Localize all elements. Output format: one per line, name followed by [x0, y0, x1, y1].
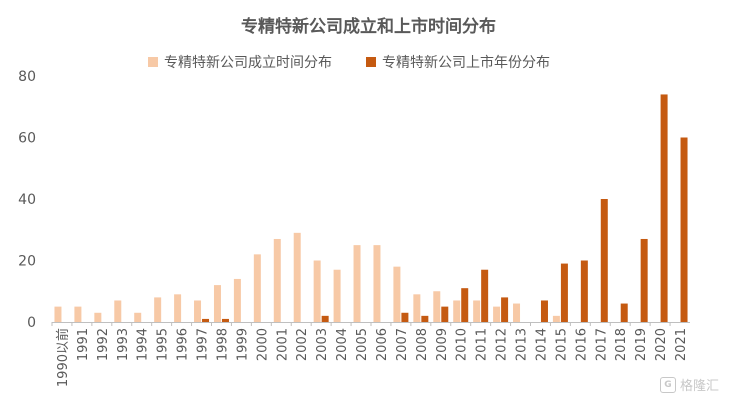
y-tick-label: 40 — [18, 192, 36, 208]
bar-listing — [501, 297, 509, 322]
bar-listing — [680, 137, 688, 322]
legend-item-listing: 专精特新公司上市年份分布 — [366, 52, 550, 72]
bar-founding — [293, 232, 301, 322]
bar-founding — [74, 306, 82, 322]
x-tick-label: 1990以前 — [55, 328, 71, 387]
x-tick-label: 2005 — [355, 328, 370, 361]
bar-founding — [552, 315, 560, 322]
x-tick-label: 2020 — [654, 328, 669, 361]
bar-listing — [401, 312, 409, 322]
x-tick-label: 2015 — [554, 328, 569, 361]
bar-founding — [433, 291, 441, 322]
bar-founding — [373, 245, 381, 322]
y-tick-label: 20 — [18, 254, 36, 270]
x-tick-label: 2016 — [574, 328, 589, 361]
bar-listing — [441, 306, 449, 322]
watermark: G 格隆汇 — [660, 375, 719, 394]
bar-founding — [333, 269, 341, 322]
bar-founding — [273, 238, 281, 322]
bar-founding — [473, 300, 481, 322]
x-tick-label: 1992 — [96, 328, 111, 361]
bar-founding — [94, 312, 102, 322]
bar-founding — [194, 300, 202, 322]
bar-listing — [640, 238, 648, 322]
legend-label-founding: 专精特新公司成立时间分布 — [164, 55, 332, 71]
x-tick-label: 1998 — [215, 328, 230, 361]
x-tick-label: 2013 — [515, 328, 530, 361]
x-tick-label: 2007 — [395, 328, 410, 361]
bar-founding — [114, 300, 122, 322]
bar-listing — [620, 303, 628, 322]
legend: 专精特新公司成立时间分布 专精特新公司上市年份分布 — [148, 52, 550, 72]
bar-founding — [393, 266, 401, 322]
watermark-text: 格隆汇 — [680, 379, 720, 394]
x-tick-label: 1994 — [136, 328, 151, 361]
y-tick-label: 0 — [27, 315, 36, 331]
bar-listing — [202, 318, 210, 322]
x-tick-label: 2002 — [295, 328, 310, 361]
x-tick-label: 1996 — [176, 328, 191, 361]
bar-listing — [660, 94, 668, 322]
bar-listing — [540, 300, 548, 322]
y-tick-label: 80 — [18, 69, 36, 85]
bar-founding — [513, 303, 521, 322]
bar-founding — [134, 312, 142, 322]
x-tick-label: 2000 — [255, 328, 270, 361]
bar-founding — [233, 278, 241, 322]
bar-listing — [461, 288, 469, 322]
bar-listing — [221, 318, 229, 322]
x-tick-label: 2018 — [614, 328, 629, 361]
bar-founding — [353, 245, 361, 322]
x-tick-label: 1993 — [116, 328, 131, 361]
legend-swatch-listing — [366, 57, 376, 67]
bar-listing — [560, 263, 568, 322]
bar-listing — [321, 315, 329, 322]
bar-founding — [54, 306, 62, 322]
x-tick-label: 2017 — [594, 328, 609, 361]
x-tick-label: 1999 — [235, 328, 250, 361]
x-tick-label: 2009 — [435, 328, 450, 361]
x-tick-label: 1995 — [156, 328, 171, 361]
watermark-logo-icon: G — [660, 376, 676, 393]
x-tick-label: 2001 — [275, 328, 290, 361]
legend-item-founding: 专精特新公司成立时间分布 — [148, 52, 332, 72]
bar-founding — [154, 297, 162, 322]
bar-listing — [421, 315, 429, 322]
bar-listing — [481, 269, 489, 322]
bar-founding — [313, 260, 321, 322]
x-tick-label: 2004 — [335, 328, 350, 361]
x-tick-label: 2011 — [475, 328, 490, 361]
x-tick-label: 2006 — [375, 328, 390, 361]
bar-listing — [580, 260, 588, 322]
bar-listing — [600, 199, 608, 322]
x-tick-label: 2008 — [415, 328, 430, 361]
x-tick-label: 2019 — [634, 328, 649, 361]
y-tick-label: 60 — [18, 131, 36, 147]
x-tick-label: 2012 — [495, 328, 510, 361]
x-tick-label: 1997 — [196, 328, 211, 361]
bar-founding — [413, 294, 421, 322]
bar-founding — [493, 306, 501, 322]
legend-label-listing: 专精特新公司上市年份分布 — [382, 55, 550, 71]
x-tick-label: 2003 — [315, 328, 330, 361]
chart-title: 专精特新公司成立和上市时间分布 — [241, 17, 496, 37]
legend-swatch-founding — [148, 57, 158, 67]
bar-founding — [253, 254, 261, 322]
x-tick-label: 2010 — [455, 328, 470, 361]
x-tick-label: 2021 — [674, 328, 689, 361]
bar-founding — [174, 294, 182, 322]
x-tick-label: 2014 — [534, 328, 549, 361]
bar-founding — [213, 285, 221, 322]
bar-founding — [453, 300, 461, 322]
x-tick-label: 1991 — [76, 328, 91, 361]
